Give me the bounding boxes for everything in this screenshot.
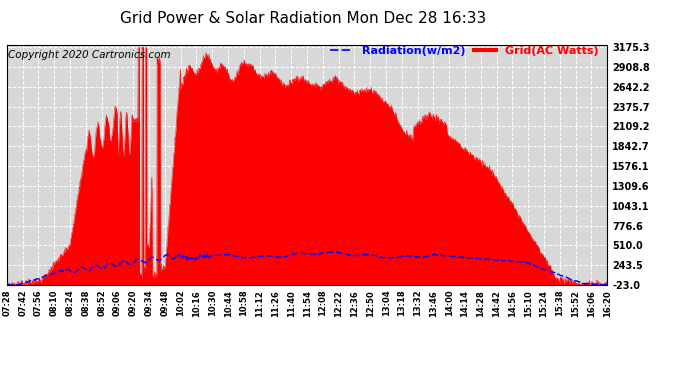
- Legend: Radiation(w/m2), Grid(AC Watts): Radiation(w/m2), Grid(AC Watts): [331, 46, 599, 56]
- Text: Grid Power & Solar Radiation Mon Dec 28 16:33: Grid Power & Solar Radiation Mon Dec 28 …: [121, 11, 486, 26]
- Text: Copyright 2020 Cartronics.com: Copyright 2020 Cartronics.com: [8, 50, 170, 60]
